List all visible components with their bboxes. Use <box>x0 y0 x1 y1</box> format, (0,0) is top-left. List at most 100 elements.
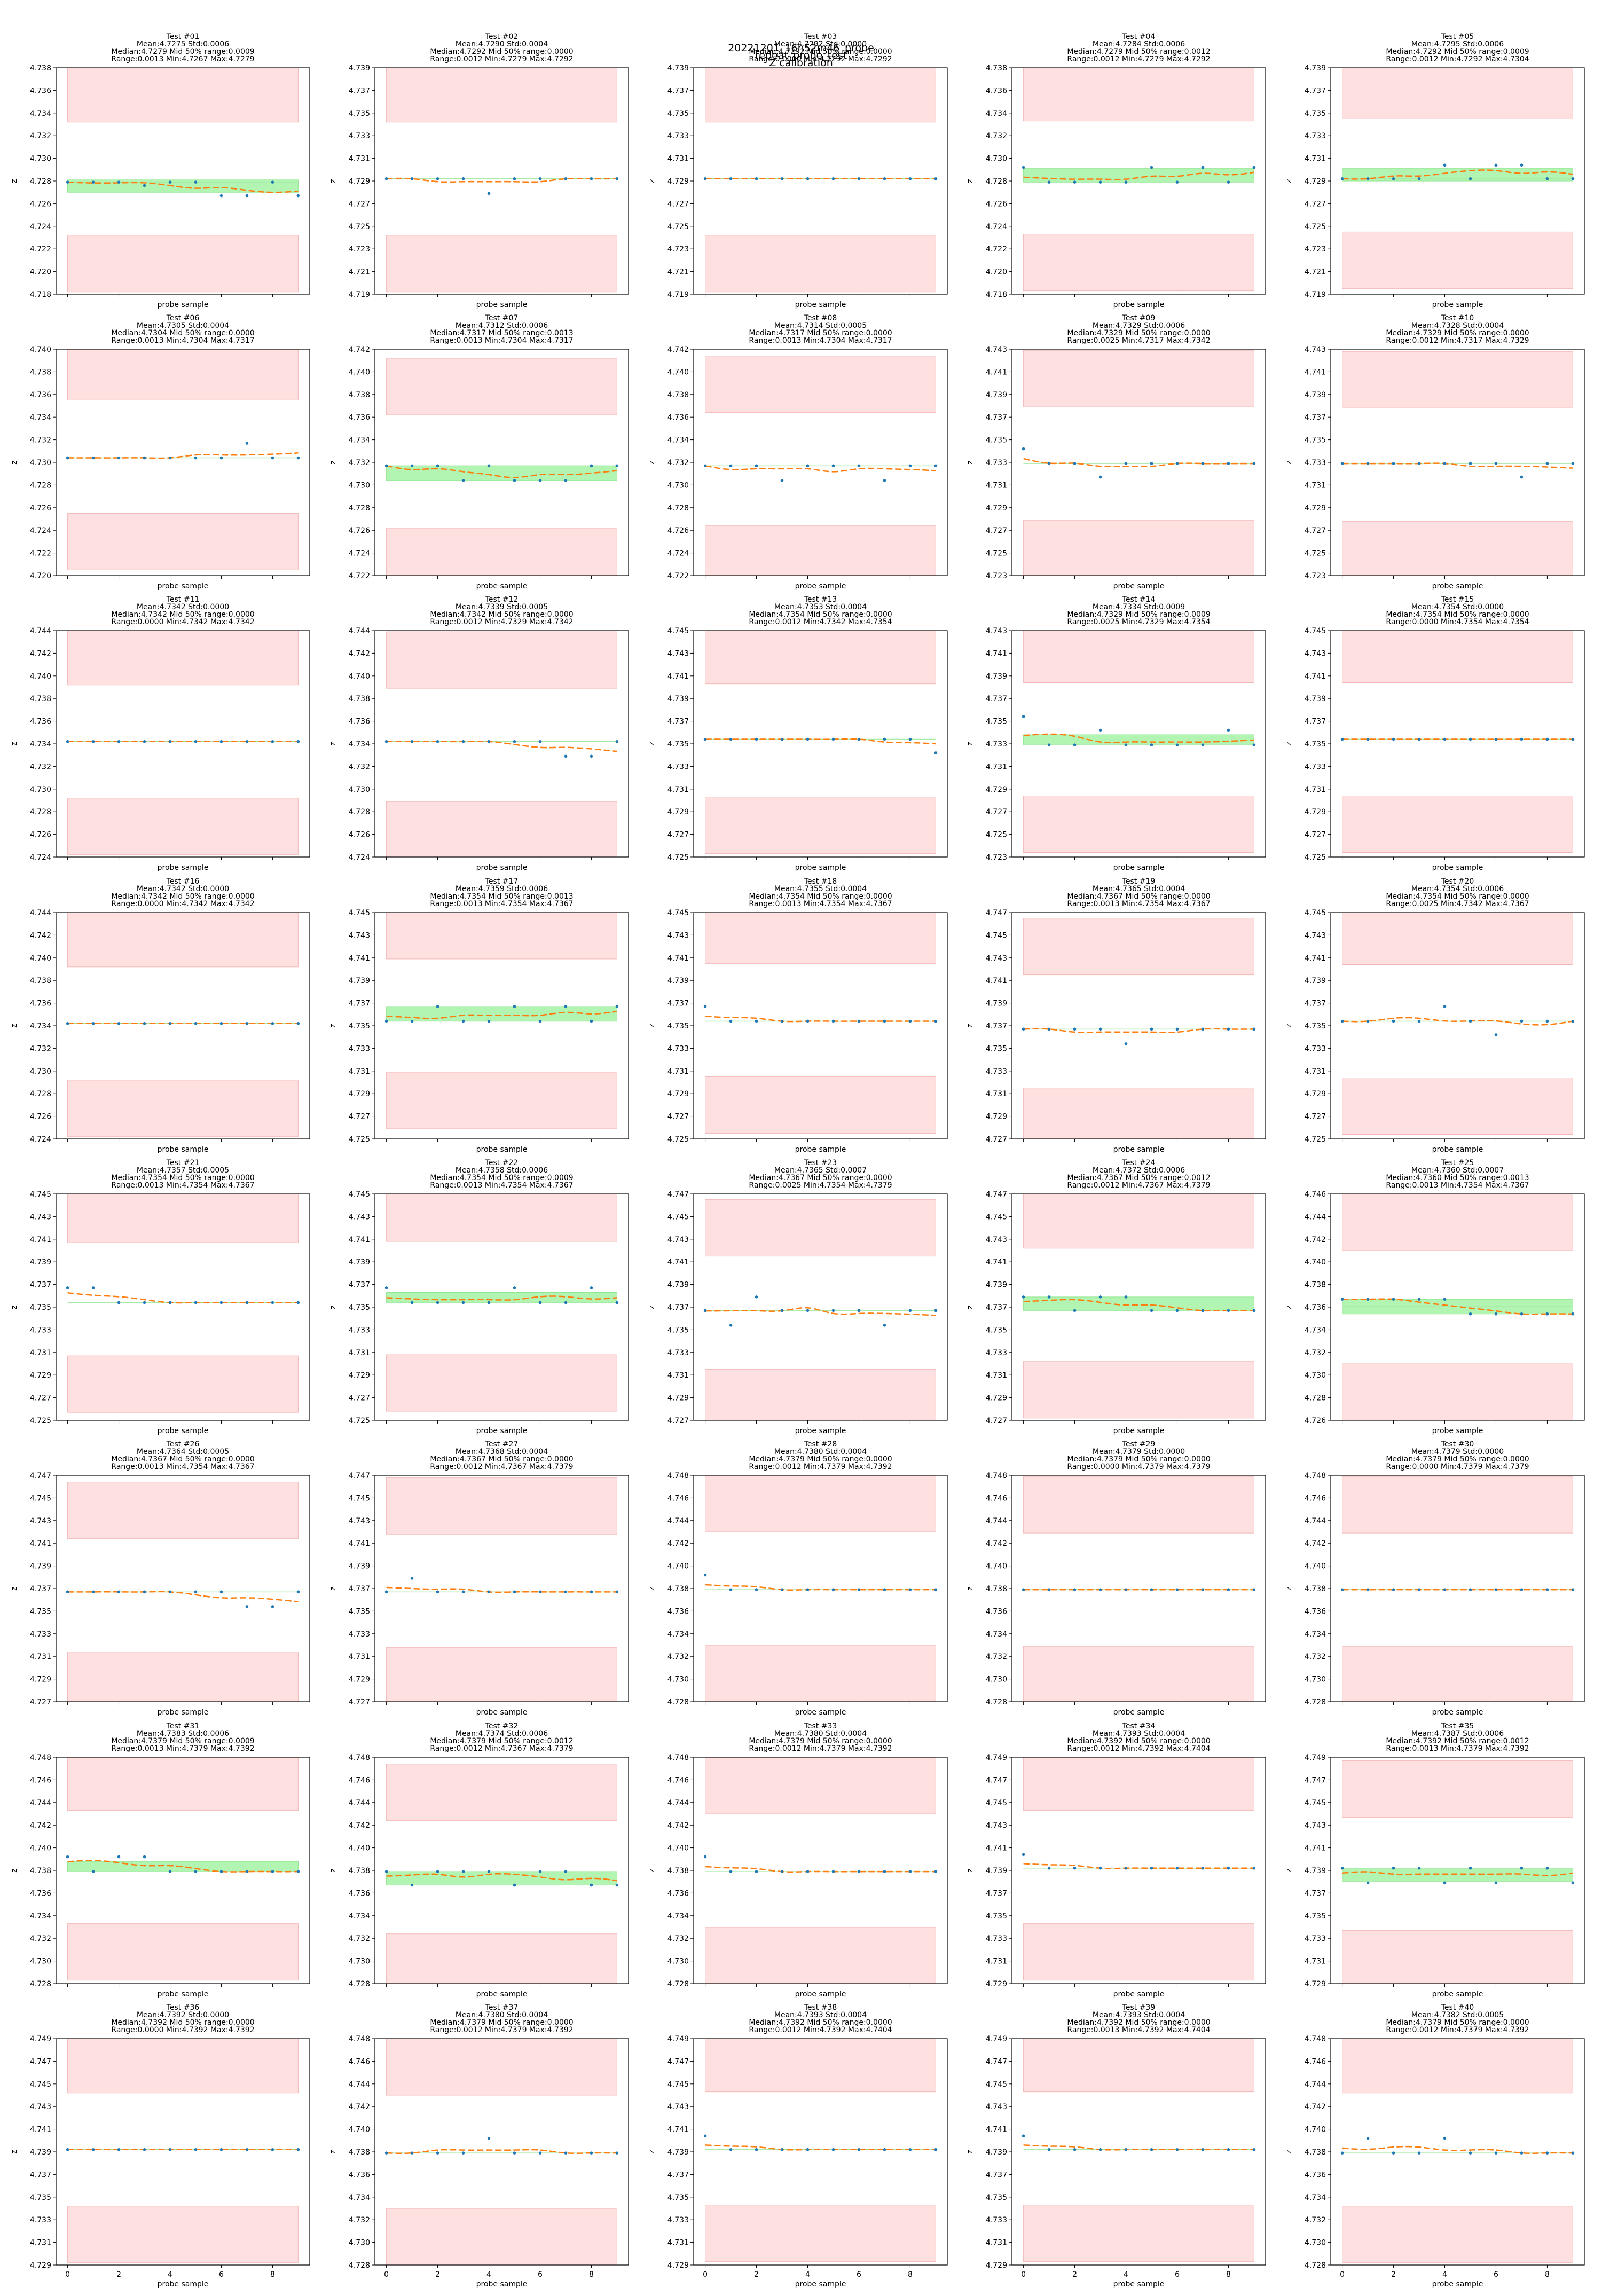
suptitle-line-calibration: Z calibration <box>769 57 833 69</box>
subplot-stat-line: Mean:4.7342 Std:0.0000 <box>137 885 229 893</box>
y-tick-label: 4.737 <box>30 1585 51 1593</box>
y-tick-label: 4.725 <box>349 1135 370 1144</box>
y-tick-label: 4.732 <box>349 762 370 771</box>
data-point <box>1098 1588 1102 1591</box>
data-point <box>1366 177 1370 180</box>
data-point <box>934 751 938 754</box>
data-point <box>461 1019 465 1023</box>
x-tick-label: 4 <box>486 2270 491 2279</box>
y-tick-label: 4.745 <box>668 909 689 917</box>
tolerance-band-red <box>386 1933 617 1984</box>
y-tick-label: 4.738 <box>668 391 689 399</box>
y-tick-label: 4.739 <box>668 64 689 73</box>
subplot-stat-line: Median:4.7360 Mid 50% range:0.0013 <box>1386 1174 1529 1182</box>
data-point <box>538 2151 542 2155</box>
y-axis-label: z <box>648 460 656 464</box>
data-point <box>1201 462 1205 465</box>
y-tick-label: 4.748 <box>668 1754 689 1762</box>
data-point <box>1201 1866 1205 1870</box>
data-point <box>1392 177 1395 180</box>
y-tick-label: 4.738 <box>668 1585 689 1593</box>
figure-suptitle: 20221201_16h52m46_probe repeat_probe_tes… <box>0 43 1602 75</box>
y-tick-label: 4.741 <box>1305 1844 1326 1853</box>
subplot-stat-line: Range:0.0000 Min:4.7342 Max:4.7342 <box>111 618 254 626</box>
data-point <box>461 177 465 180</box>
subplot-stat-line: Median:4.7379 Mid 50% range:0.0000 <box>1386 1455 1529 1464</box>
data-point <box>1227 728 1230 732</box>
subplot-stat-line: Median:4.7354 Mid 50% range:0.0000 <box>749 610 892 619</box>
data-point <box>1022 1588 1025 1591</box>
data-point <box>513 2151 516 2155</box>
y-axis-label: z <box>329 179 337 183</box>
y-tick-label: 4.723 <box>1305 572 1326 580</box>
data-point <box>117 180 121 184</box>
data-point <box>857 1309 861 1312</box>
data-point <box>194 456 198 460</box>
subplot-stat-line: Range:0.0012 Min:4.7292 Max:4.7304 <box>1386 55 1529 64</box>
x-tick-label: 6 <box>1494 2270 1498 2279</box>
y-tick-label: 4.740 <box>349 672 370 681</box>
data-point <box>487 2136 491 2140</box>
data-point <box>806 464 810 468</box>
y-tick-label: 4.719 <box>1305 290 1326 299</box>
data-point <box>436 177 439 180</box>
data-point <box>1073 1309 1077 1312</box>
data-point <box>117 1021 121 1025</box>
subplot-stat-line: Range:0.0013 Min:4.7354 Max:4.7367 <box>111 1462 254 1471</box>
y-tick-label: 4.744 <box>30 1799 51 1807</box>
y-tick-label: 4.738 <box>349 391 370 399</box>
y-tick-label: 4.739 <box>1305 391 1326 399</box>
tolerance-band-red <box>705 356 936 413</box>
y-tick-label: 4.726 <box>668 526 689 535</box>
data-point <box>194 1590 198 1594</box>
data-point <box>857 1870 861 1873</box>
y-tick-label: 4.730 <box>1305 2239 1326 2247</box>
y-tick-label: 4.723 <box>986 572 1007 580</box>
y-tick-label: 4.735 <box>1305 1022 1326 1031</box>
y-tick-label: 4.733 <box>668 132 689 140</box>
y-tick-label: 4.742 <box>30 649 51 658</box>
data-point <box>1468 1019 1472 1023</box>
y-tick-label: 4.731 <box>1305 155 1326 163</box>
y-tick-label: 4.736 <box>349 2171 370 2179</box>
y-tick-label: 4.731 <box>668 1067 689 1076</box>
y-tick-label: 4.729 <box>668 1394 689 1403</box>
y-tick-label: 4.727 <box>986 1417 1007 1425</box>
y-tick-label: 4.737 <box>349 1000 370 1008</box>
data-point <box>1201 2148 1205 2151</box>
trend-curve <box>386 1873 617 1882</box>
y-axis-label: z <box>10 1024 19 1027</box>
data-point <box>1047 462 1051 465</box>
subplot-stat-line: Mean:4.7380 Std:0.0004 <box>456 2011 548 2019</box>
y-tick-label: 4.732 <box>1305 1653 1326 1661</box>
subplot-stat-line: Mean:4.7387 Std:0.0006 <box>1411 1729 1504 1738</box>
data-point <box>143 1855 146 1859</box>
subplot-stat-line: Range:0.0012 Min:4.7342 Max:4.7354 <box>749 618 892 626</box>
subplot-stat-line: Median:4.7379 Mid 50% range:0.0000 <box>430 2018 573 2027</box>
y-tick-label: 4.737 <box>986 2171 1007 2179</box>
y-tick-label: 4.730 <box>349 785 370 794</box>
subplot-stat-line: Range:0.0000 Min:4.7392 Max:4.7392 <box>111 2026 254 2034</box>
data-point <box>538 1019 542 1023</box>
data-point <box>806 1309 810 1312</box>
y-tick-label: 4.737 <box>986 1022 1007 1031</box>
data-point <box>934 2148 938 2151</box>
y-tick-label: 4.727 <box>1305 1113 1326 1121</box>
subplot-stat-line: Range:0.0025 Min:4.7354 Max:4.7379 <box>749 1181 892 1190</box>
subplot-stat-line: Median:4.7342 Mid 50% range:0.0000 <box>111 892 254 901</box>
subplot-stat-line: Mean:4.7328 Std:0.0004 <box>1411 321 1504 330</box>
data-point <box>1073 462 1077 465</box>
y-tick-label: 4.739 <box>349 64 370 73</box>
y-tick-label: 4.732 <box>1305 1349 1326 1357</box>
data-point <box>564 1301 568 1304</box>
y-tick-label: 4.743 <box>1305 345 1326 354</box>
y-tick-label: 4.745 <box>1305 909 1326 917</box>
data-point <box>384 740 388 743</box>
data-point <box>934 1588 938 1591</box>
